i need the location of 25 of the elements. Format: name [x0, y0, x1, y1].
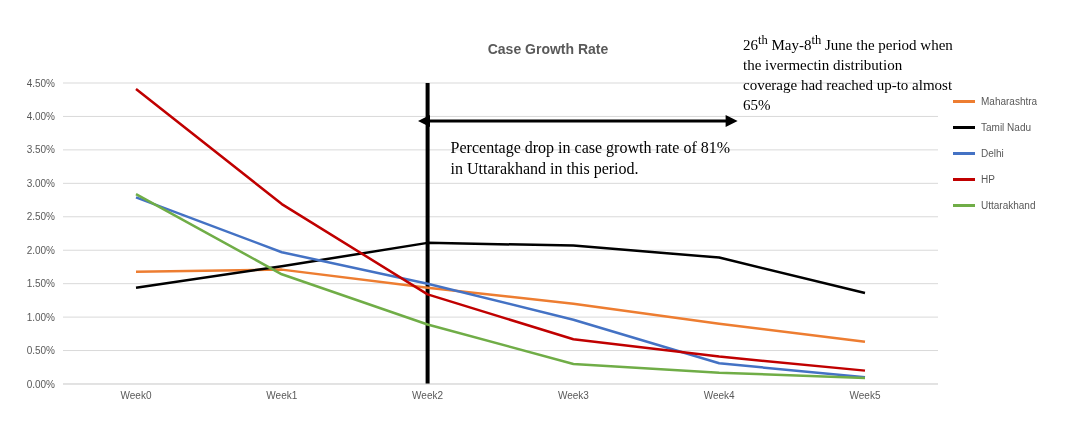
chart-title: Case Growth Rate: [486, 41, 610, 57]
legend-label: Tamil Nadu: [981, 121, 1032, 133]
y-tick-label: 1.50%: [26, 278, 56, 290]
y-tick-label: 3.50%: [26, 144, 56, 156]
x-tick-label: Week5: [849, 390, 881, 402]
y-tick-label: 1.00%: [26, 311, 56, 323]
x-tick-label: Week0: [120, 390, 152, 402]
y-tick-label: 4.00%: [26, 110, 56, 122]
x-tick-label: Week2: [412, 390, 444, 402]
legend-label: Uttarakhand: [981, 199, 1036, 211]
legend-label: Maharashtra: [981, 95, 1038, 107]
y-tick-label: 2.00%: [26, 244, 56, 256]
y-tick-label: 4.50%: [26, 77, 56, 89]
line-series: [134, 268, 867, 344]
y-tick-label: 2.50%: [26, 211, 56, 223]
annotation: 26$^{th}$ May-8$^{th}$ June the period when the ivermectin distribution coverage had reached up-to almost 65%: [743, 32, 954, 115]
legend-label: Delhi: [981, 147, 1004, 159]
legend-label: HP: [981, 173, 995, 185]
x-tick-label: Week3: [557, 390, 590, 402]
y-tick-label: 0.00%: [26, 378, 56, 390]
x-tick-label: Week1: [266, 390, 298, 402]
y-tick-label: 3.00%: [26, 177, 56, 189]
annotation: Percentage drop in case growth rate of 81% in Uttarakhand in this period.: [450, 138, 731, 180]
y-tick-label: 0.50%: [26, 345, 56, 357]
x-tick-label: Week4: [703, 390, 736, 402]
